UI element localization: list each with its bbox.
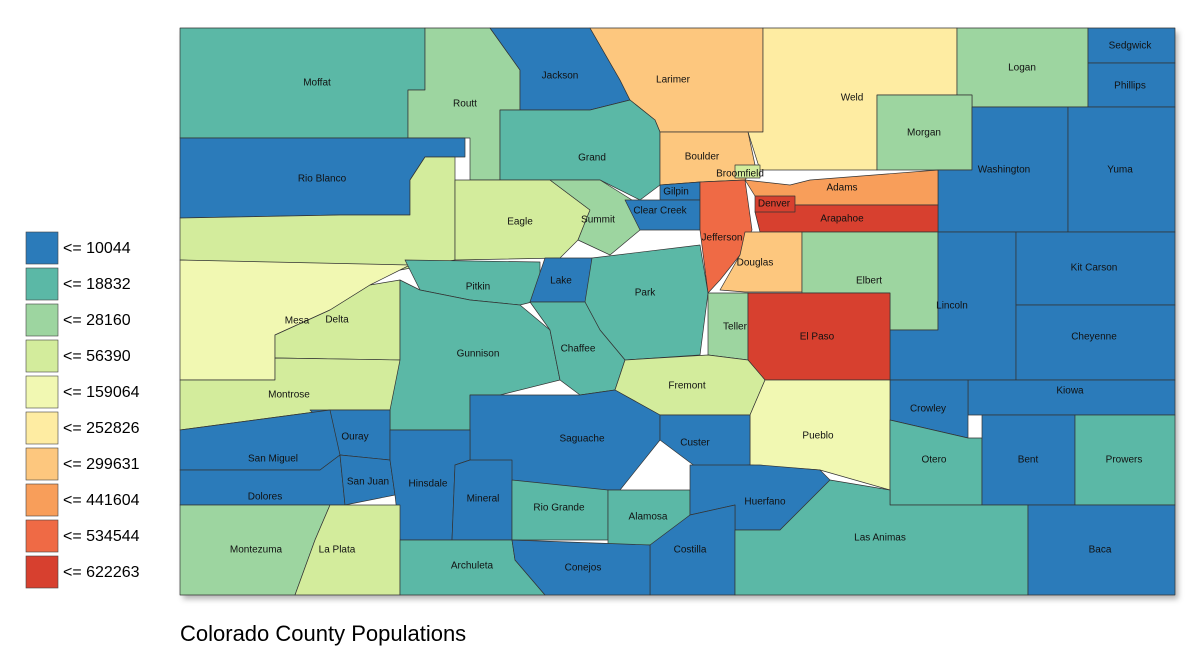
county-label: Eagle (507, 217, 533, 228)
county (734, 164, 761, 179)
counties (179, 27, 1176, 596)
county-label: Saguache (559, 434, 604, 445)
county-label: Costilla (674, 545, 707, 556)
county-label: Cheyenne (1071, 332, 1117, 343)
county-label: Lake (550, 276, 572, 287)
legend-label: <= 18832 (63, 276, 131, 293)
map-title: Colorado County Populations (180, 621, 466, 646)
county-label: Larimer (656, 75, 691, 86)
county-label: Hinsdale (409, 479, 448, 490)
legend-label: <= 10044 (63, 240, 131, 257)
legend-swatch (25, 339, 59, 373)
legend-label: <= 299631 (63, 456, 140, 473)
county-label: Teller (723, 322, 748, 333)
legend-swatch (25, 555, 59, 589)
county-label: Bent (1018, 455, 1039, 466)
legend: <= 10044 <= 18832 <= 28160 <= 56390 <= 15906… (25, 231, 140, 589)
county-labels: Moffat Routt Jackson Larimer Weld Logan Sedgwi… (230, 41, 1153, 574)
county-label: Custer (680, 438, 710, 449)
county-label: Adams (826, 183, 857, 194)
county-label: Prowers (1106, 455, 1143, 466)
county-label: Weld (841, 93, 864, 104)
legend-label: <= 441604 (63, 492, 140, 509)
county-label: San Miguel (248, 454, 298, 465)
county (294, 504, 401, 596)
county-label: Chaffee (561, 344, 596, 355)
legend-label: <= 252826 (63, 420, 140, 437)
county-label: Morgan (907, 128, 941, 139)
county-label: Grand (578, 153, 606, 164)
legend-swatch (25, 303, 59, 337)
county-label: Douglas (737, 258, 774, 269)
county-label: Phillips (1114, 81, 1146, 92)
legend-swatch (25, 519, 59, 553)
county (754, 195, 796, 213)
legend-label: <= 28160 (63, 312, 131, 329)
legend-label: <= 534544 (63, 528, 140, 545)
county-label: Clear Creek (633, 206, 687, 217)
county-label: Las Animas (854, 533, 906, 544)
county (499, 99, 661, 201)
county-label: Delta (325, 315, 349, 326)
county-label: Kit Carson (1071, 263, 1118, 274)
county-label: Jackson (542, 71, 579, 82)
legend-swatch (25, 447, 59, 481)
county-label: La Plata (319, 545, 356, 556)
county-label: Denver (758, 199, 791, 210)
county-label: Park (635, 288, 657, 299)
county-label: Conejos (565, 563, 602, 574)
county-label: Rio Blanco (298, 174, 347, 185)
county-label: Alamosa (629, 512, 668, 523)
legend-swatch (25, 375, 59, 409)
county-label: Boulder (685, 152, 720, 163)
county (1027, 504, 1176, 596)
county-label: Mesa (285, 316, 310, 327)
county (734, 479, 1029, 596)
county-label: Summit (581, 215, 615, 226)
county-label: Rio Grande (533, 503, 585, 514)
county-label: Routt (453, 99, 477, 110)
county-label: Broomfield (716, 169, 764, 180)
legend-swatch (25, 411, 59, 445)
county-label: Otero (921, 455, 946, 466)
legend-swatch (25, 267, 59, 301)
county-label: Elbert (856, 276, 882, 287)
legend-label: <= 159064 (63, 384, 140, 401)
county-label: Montrose (268, 390, 310, 401)
legend-label: <= 622263 (63, 564, 140, 581)
county-label: Crowley (910, 404, 946, 415)
county-label: Ouray (341, 432, 368, 443)
county (511, 539, 651, 596)
legend-label: <= 56390 (63, 348, 131, 365)
county-label: Mineral (467, 494, 500, 505)
legend-swatch (25, 231, 59, 265)
county-label: Sedgwick (1109, 41, 1153, 52)
county-label: Dolores (248, 492, 282, 503)
county-label: Montezuma (230, 545, 283, 556)
county-label: Arapahoe (820, 214, 864, 225)
legend-swatch (25, 483, 59, 517)
county-label: Gilpin (663, 187, 689, 198)
county (549, 179, 641, 256)
county-label: Washington (978, 165, 1030, 176)
county-label: San Juan (347, 477, 389, 488)
county-label: Lincoln (936, 301, 968, 312)
county-label: Gunnison (457, 349, 500, 360)
county-label: Logan (1008, 63, 1036, 74)
county-label: El Paso (800, 332, 835, 343)
county-label: Fremont (668, 381, 705, 392)
county (699, 179, 753, 294)
county-label: Archuleta (451, 561, 494, 572)
county-label: Jefferson (702, 233, 743, 244)
county-label: Kiowa (1056, 386, 1084, 397)
county-label: Huerfano (744, 497, 786, 508)
county-label: Moffat (303, 78, 331, 89)
county-label: Pueblo (802, 431, 834, 442)
county-label: Pitkin (466, 282, 490, 293)
county-label: Baca (1089, 545, 1112, 556)
county-label: Yuma (1107, 165, 1133, 176)
